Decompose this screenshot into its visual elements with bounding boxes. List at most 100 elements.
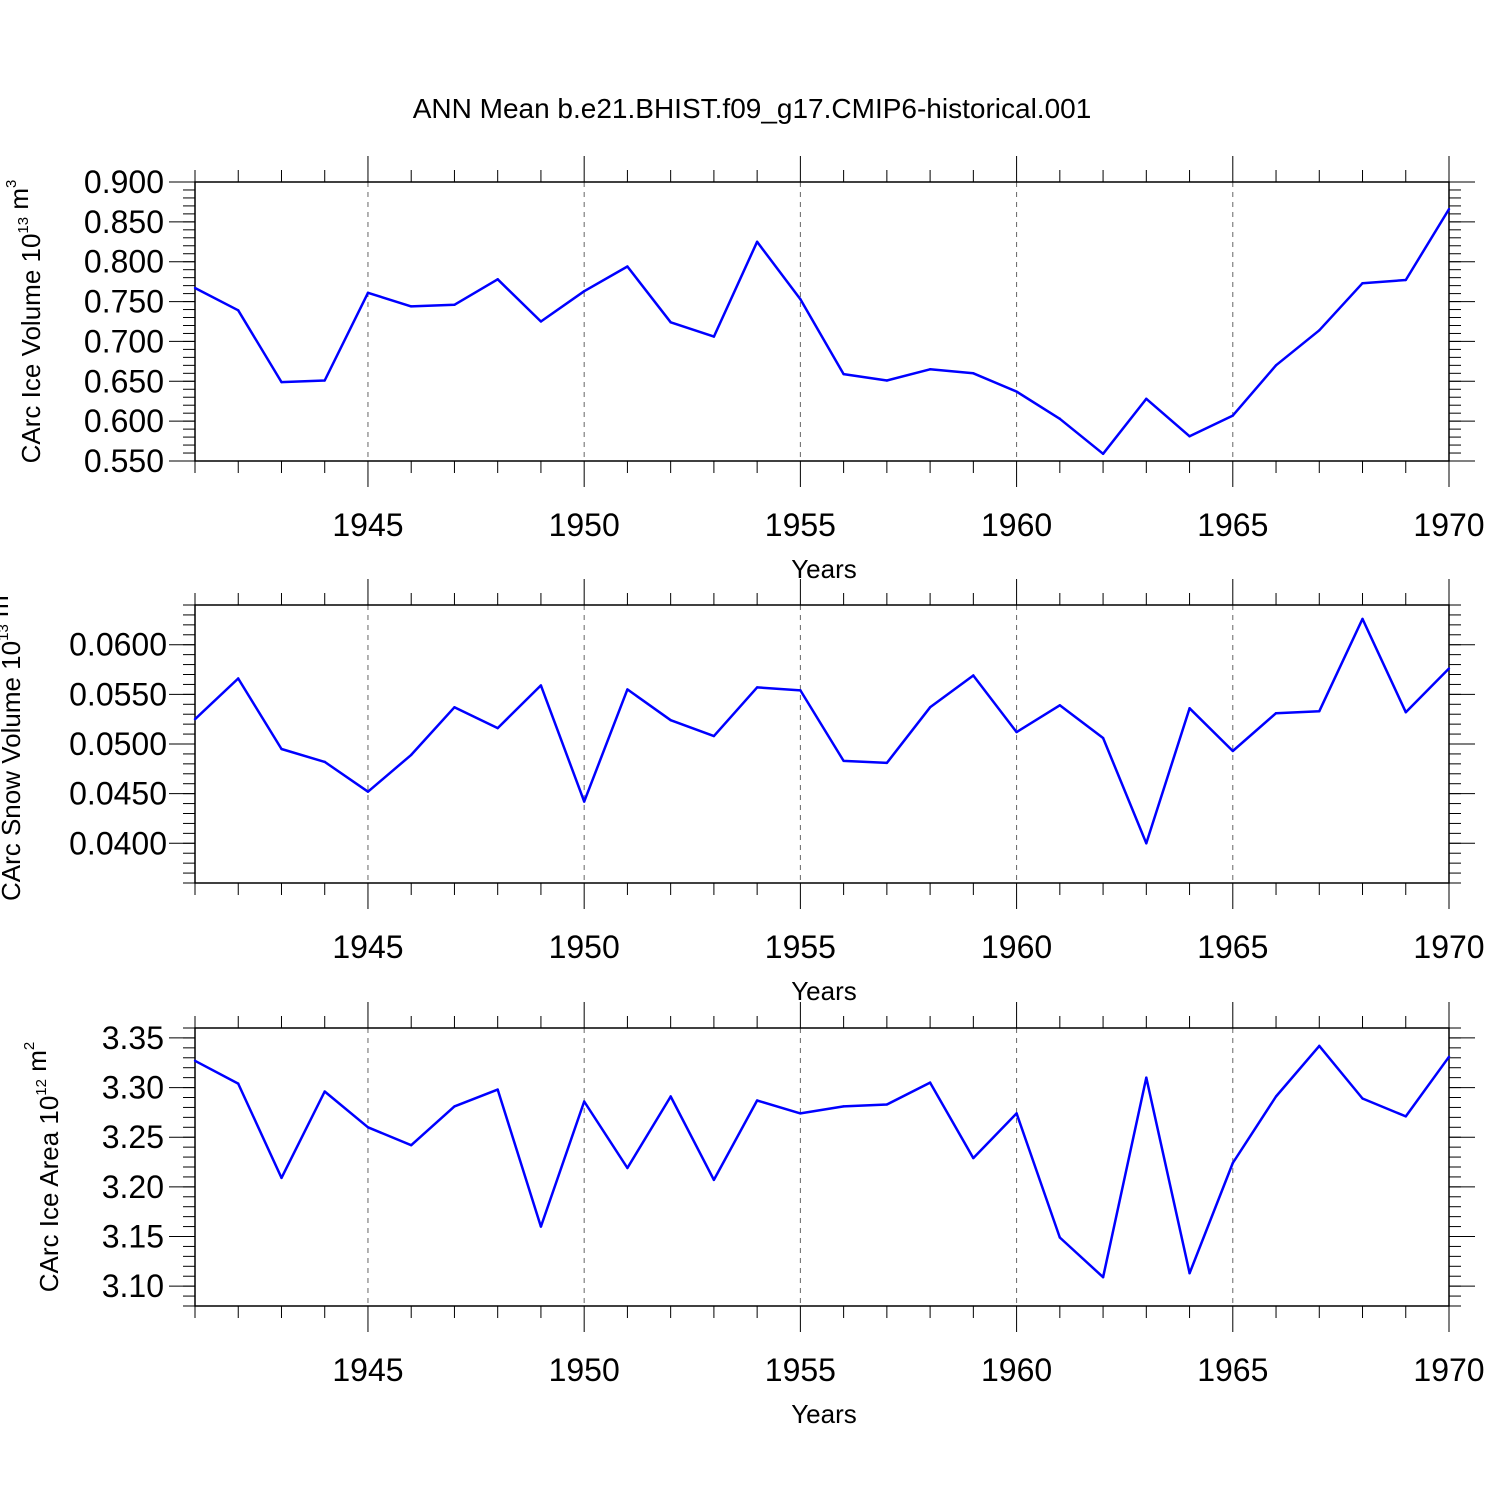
data-point [280,1176,283,1180]
data-point [496,726,499,730]
y-axis-label-unit-exponent: 3 [3,180,20,188]
data-point [1361,282,1364,285]
x-tick-label: 1955 [765,1352,836,1388]
data-point [280,380,283,384]
data-point [799,297,802,301]
panels: 1945 1950 1955 1960 1965 1970 0.900 0.850 0.800 0… [0,156,1485,1429]
data-point [755,240,759,243]
y-tick-label: 3.10 [102,1268,164,1304]
data-point [842,372,845,376]
data-point [928,706,932,709]
x-tick-label: 1955 [765,929,836,965]
y-axis-label: CArc Ice Volume 1013 m3 [3,180,46,464]
x-axis-label: Years [791,1399,857,1429]
data-point [366,790,370,793]
x-tick-label: 1970 [1413,929,1484,965]
data-point [1274,1095,1278,1098]
y-tick-label: 0.850 [84,204,164,240]
y-tick-label: 0.0600 [69,627,167,663]
data-point [1361,617,1364,621]
chart-title: ANN Mean b.e21.BHIST.f09_g17.CMIP6-histo… [413,93,1092,124]
data-point [453,706,456,709]
data-point [1447,667,1451,670]
y-tick-label: 0.600 [84,403,164,439]
data-point [885,761,889,765]
x-tick-label: 1965 [1197,1352,1268,1388]
x-tick-label: 1950 [549,507,620,543]
x-tick-label: 1945 [332,929,403,965]
data-point [1188,435,1191,438]
y-axis-label-unit-exponent: 2 [21,1042,38,1050]
data-point [1231,749,1234,753]
data-point [582,1100,586,1103]
series-line [194,208,1451,456]
y-axis-label-unit: m [22,1050,52,1079]
data-point [366,1126,370,1129]
y-axis-label-exponent: 13 [0,624,12,641]
data-point [193,1059,197,1062]
data-point [410,1143,413,1147]
data-point [712,1178,716,1182]
data-point [496,1088,499,1091]
data-point [1404,278,1407,282]
data-point [799,1112,802,1115]
x-tick-label: 1945 [332,1352,403,1388]
plot-frame [194,181,1450,462]
series-line [194,1044,1451,1279]
data-point [496,278,499,281]
x-axis-label: Years [791,554,857,584]
x-tick-label: 1970 [1413,507,1484,543]
y-axis-label: CArc Snow Volume 1013 m3 [0,587,26,901]
y-tick-label: 0.750 [84,284,164,320]
y-tick-label: 0.0450 [69,776,167,812]
data-point [539,320,543,323]
data-point [539,684,543,687]
y-tick-label: 0.900 [84,164,164,200]
data-point [755,686,759,689]
data-point [799,689,802,692]
data-point [1404,711,1407,714]
data-point [1145,397,1148,401]
x-tick-label: 1950 [549,929,620,965]
data-point [323,379,326,382]
data-point [237,1082,240,1085]
data-point [1015,1112,1018,1115]
y-axis-label-exponent: 13 [15,217,32,234]
data-point [885,379,889,382]
y-tick-label: 0.0550 [69,676,167,712]
x-tick-label: 1970 [1413,1352,1484,1388]
y-tick-label: 0.0500 [69,726,167,762]
y-tick-label: 3.20 [102,1169,164,1205]
data-point [1361,1097,1364,1100]
data-point [323,760,326,764]
x-tick-label: 1960 [981,1352,1052,1388]
panel-3: 1945 1950 1955 1960 1965 1970 3.35 3.30 3.25 3.20… [21,1002,1485,1429]
data-point [280,747,283,751]
y-axis-label-exponent: 12 [33,1079,50,1096]
data-point [1404,1115,1407,1118]
y-axis-label-text: CArc Snow Volume 10 [0,641,26,901]
y-axis-label: CArc Ice Area 1012 m2 [21,1042,64,1292]
data-point [885,1103,889,1106]
data-point [453,303,456,306]
data-point [237,309,240,312]
x-tick-label: 1965 [1197,507,1268,543]
panel-1: 1945 1950 1955 1960 1965 1970 0.900 0.850 0.800 0… [3,156,1485,584]
data-point [410,305,413,308]
data-point [972,372,975,375]
data-point [582,290,586,293]
y-tick-label: 3.35 [102,1020,164,1056]
data-point [712,734,716,738]
y-tick-label: 0.550 [84,443,164,479]
data-point [1447,207,1451,211]
data-point [1145,1076,1148,1079]
data-point [1318,329,1321,332]
plot-frame [194,604,1450,884]
data-point [1231,1161,1234,1165]
x-tick-label: 1960 [981,507,1052,543]
y-tick-label: 0.700 [84,323,164,359]
data-point [1058,1236,1062,1239]
data-point [323,1090,326,1093]
data-point [972,1156,975,1160]
